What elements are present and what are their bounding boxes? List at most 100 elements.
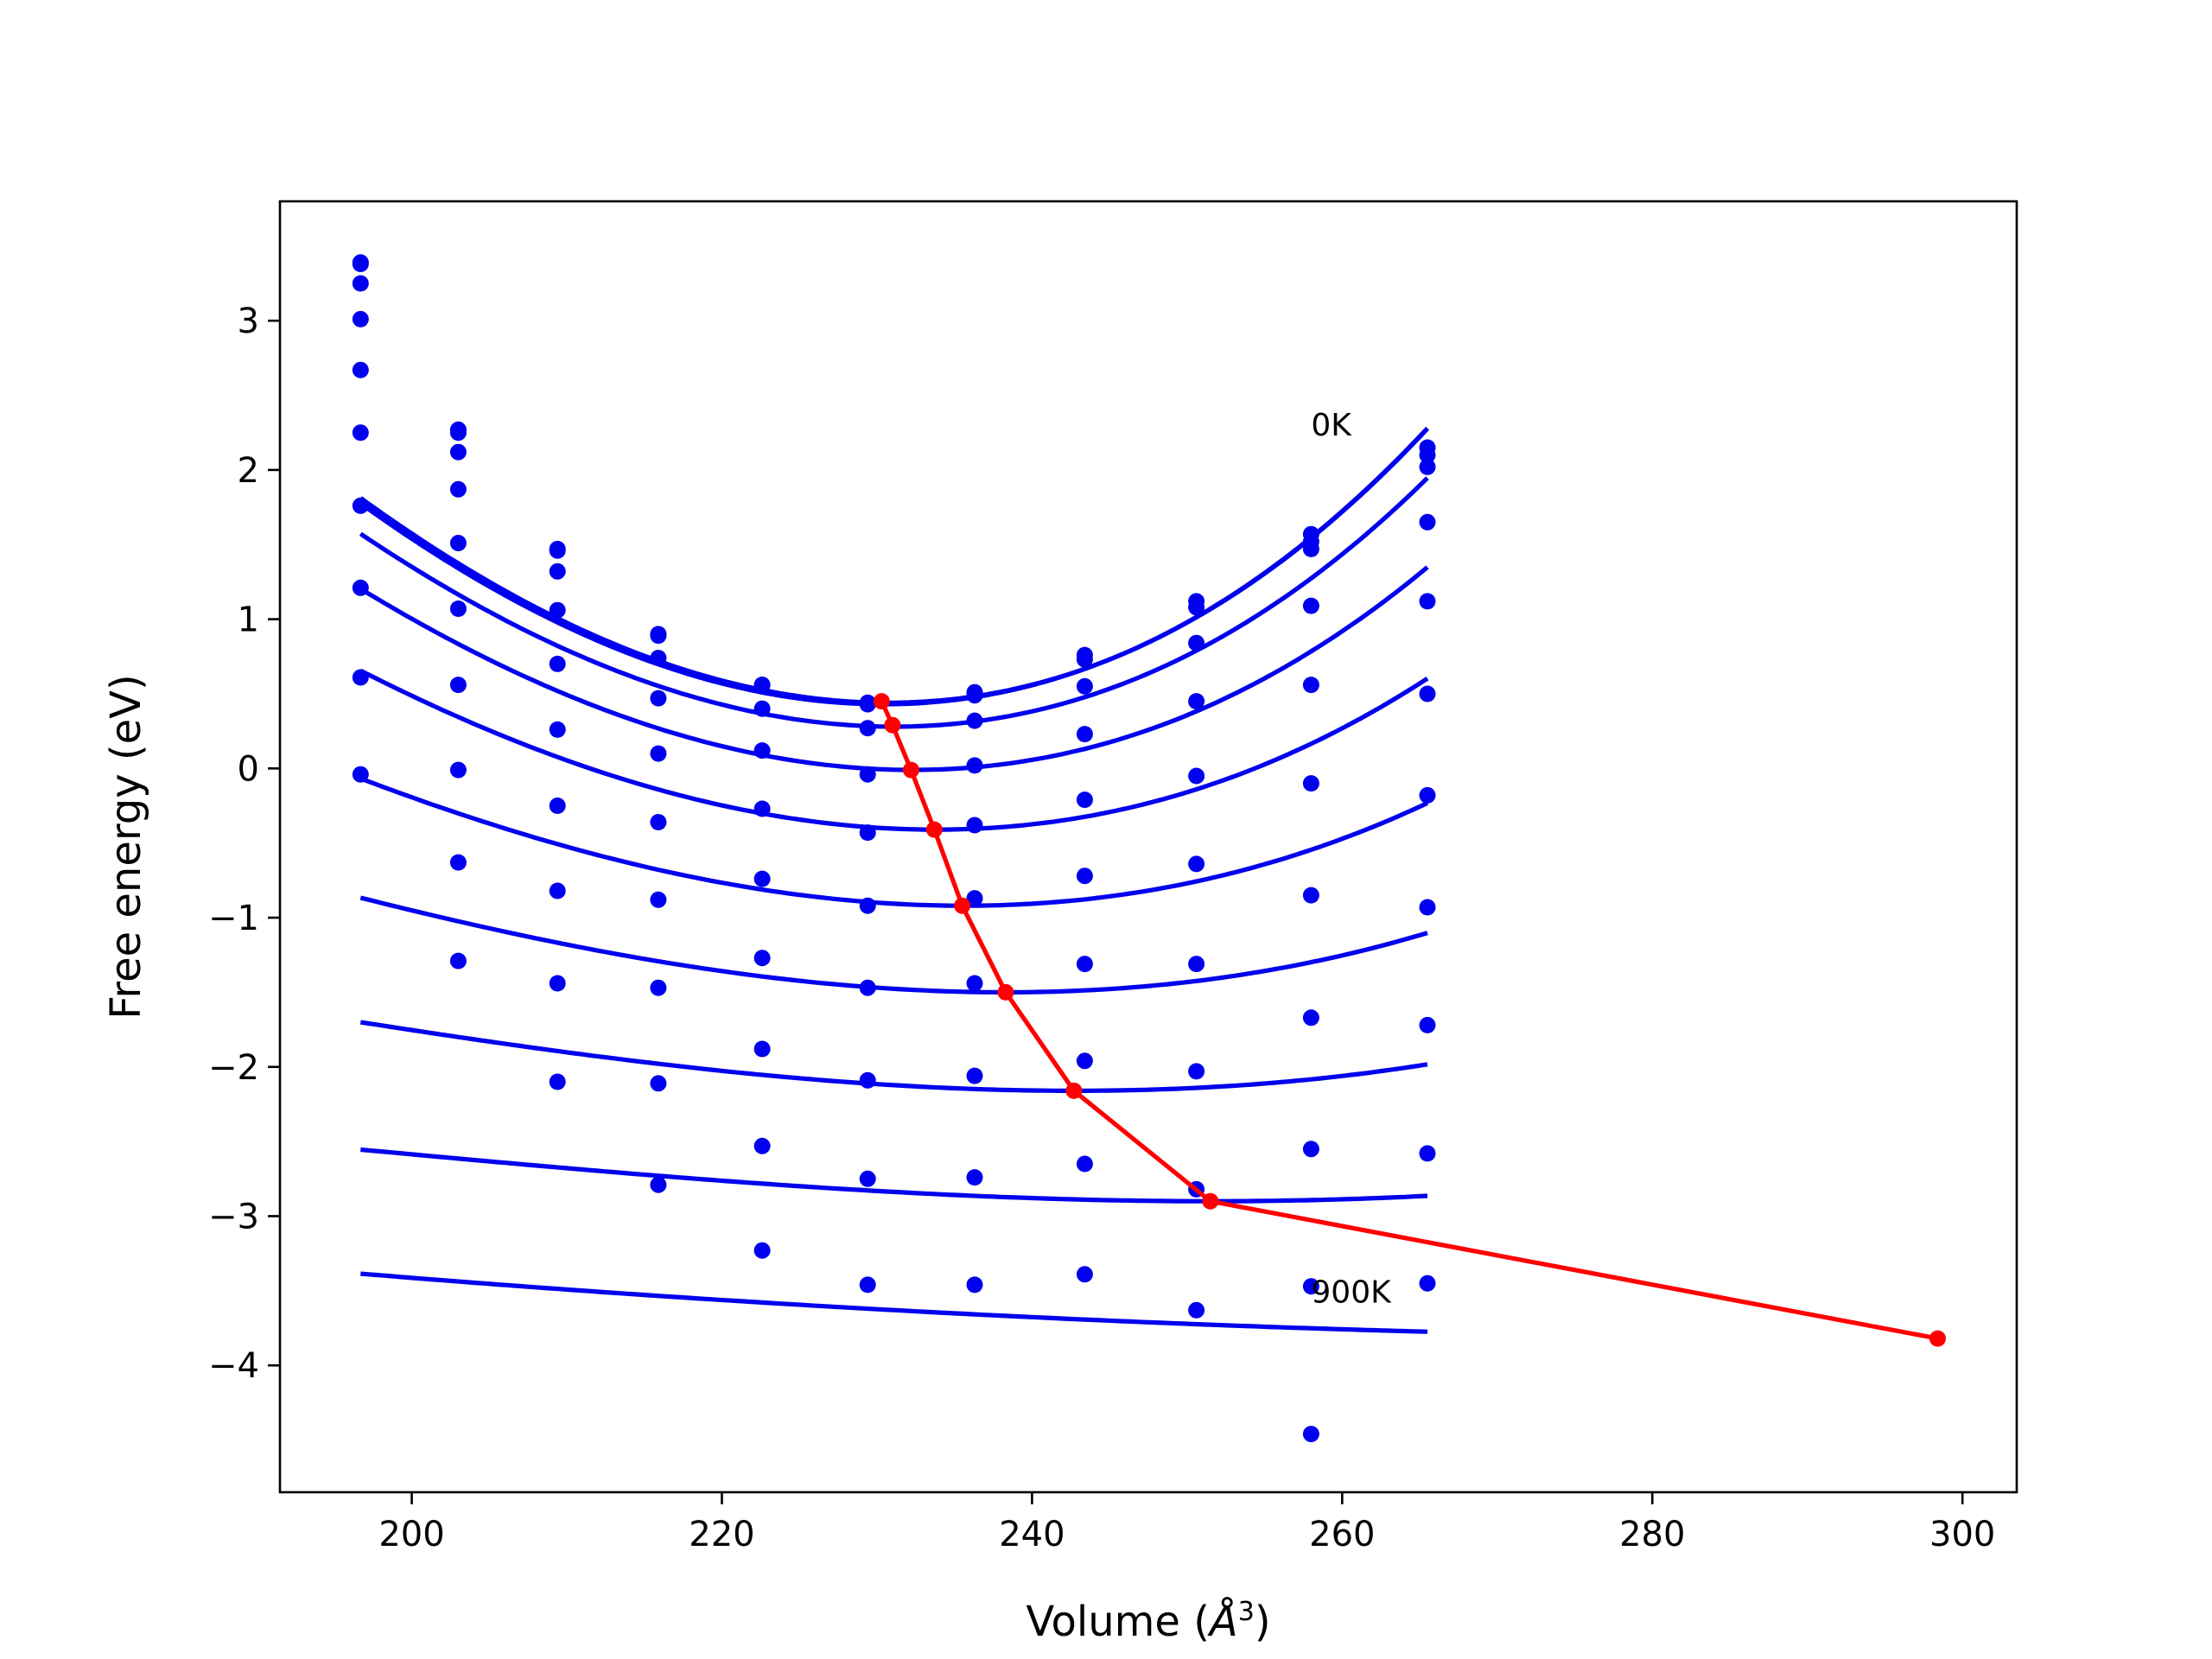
data-point-s3-4	[753, 742, 771, 760]
x-axis-label-close: )	[1255, 1598, 1271, 1646]
data-point-s5-7	[1076, 868, 1093, 885]
data-point-s7-1	[449, 761, 467, 779]
equilibrium-point-5	[997, 983, 1014, 1001]
fit-curve-5	[359, 776, 1429, 908]
data-point-s6-10	[1419, 786, 1436, 804]
y-tick-label-6: −3	[208, 1197, 259, 1236]
data-point-s9-2	[549, 1073, 566, 1090]
data-point-s5-0	[352, 424, 369, 442]
x-tick-label-3: 260	[1309, 1515, 1375, 1554]
data-point-s5-3	[650, 814, 667, 830]
data-point-s7-6	[966, 1067, 983, 1084]
data-point-s2-9	[1302, 540, 1319, 557]
data-point-s7-9	[1302, 1009, 1319, 1027]
data-point-s1-3	[650, 627, 667, 645]
data-point-s1-5	[859, 696, 876, 713]
x-tick-label-4: 280	[1619, 1515, 1685, 1554]
fit-curve-3	[359, 565, 1429, 772]
data-point-s5-2	[549, 721, 566, 738]
data-point-s3-5	[859, 766, 876, 783]
data-point-s6-2	[549, 798, 566, 814]
data-point-s6-3	[650, 891, 667, 908]
data-point-s9-6	[966, 1276, 983, 1294]
y-tick-label-1: 2	[238, 451, 259, 491]
data-point-s5-5	[859, 897, 876, 914]
data-point-s6-6	[966, 975, 983, 992]
data-point-s8-5	[859, 1170, 876, 1187]
data-point-s9-3	[650, 1176, 667, 1193]
equilibrium-point-3	[925, 821, 943, 838]
data-point-s3-9	[1302, 597, 1319, 614]
data-point-s9-5	[859, 1276, 876, 1294]
data-point-s7-5	[859, 1071, 876, 1089]
data-point-s4-1	[449, 535, 467, 551]
data-point-s2-8	[1188, 634, 1205, 652]
data-point-s1-6	[966, 687, 983, 704]
data-point-s1-8	[1188, 599, 1205, 616]
data-point-s8-2	[549, 975, 566, 992]
x-tick-label-1: 220	[689, 1515, 754, 1554]
axes-frame	[278, 200, 2018, 1494]
data-point-s1-2	[549, 542, 566, 559]
annotation-0: 0K	[1311, 408, 1352, 443]
equilibrium-point-2	[902, 761, 919, 779]
data-point-s2-5	[859, 720, 876, 737]
data-point-s2-3	[650, 650, 667, 666]
data-point-s4-3	[650, 745, 667, 762]
data-point-s7-4	[753, 1040, 771, 1058]
data-point-s4-10	[1419, 593, 1436, 610]
data-point-s7-0	[352, 579, 369, 596]
data-point-s7-10	[1419, 899, 1436, 916]
data-point-s5-1	[449, 601, 467, 617]
data-point-s2-0	[352, 275, 369, 292]
data-point-s3-8	[1188, 693, 1205, 710]
axis-ticks: 200 220 240 260 280 300 3 2 1 0 −1 −2 −3 −4	[208, 302, 1995, 1554]
data-point-s6-5	[859, 979, 876, 996]
data-point-s9-0	[352, 766, 369, 783]
fit-curve-4	[359, 668, 1429, 832]
data-point-s9-4	[753, 1242, 771, 1259]
data-point-s6-1	[449, 677, 467, 694]
data-point-s4-8	[1188, 767, 1205, 785]
data-point-s2-7	[1076, 677, 1093, 695]
data-point-s10-9	[1302, 1426, 1319, 1443]
data-point-s2-6	[966, 712, 983, 729]
y-tick-label-3: 0	[238, 749, 259, 789]
data-point-s4-4	[753, 800, 771, 817]
data-point-s9-1	[449, 952, 467, 969]
data-point-s6-8	[1188, 956, 1205, 973]
equilibrium-point-7	[1202, 1192, 1219, 1210]
y-tick-label-7: −4	[208, 1346, 259, 1386]
fit-curves	[359, 426, 1429, 1334]
data-point-s7-3	[650, 979, 667, 996]
data-point-s8-1	[449, 854, 467, 871]
data-point-s8-0	[352, 669, 369, 686]
data-point-s4-6	[966, 817, 983, 834]
data-point-s8-3	[650, 1075, 667, 1092]
y-tick-label-2: 1	[238, 601, 259, 640]
data-point-s5-6	[966, 890, 983, 907]
data-point-s9-8	[1188, 1301, 1205, 1319]
data-point-s8-9	[1302, 1141, 1319, 1158]
annotation-1: 900K	[1311, 1275, 1392, 1311]
data-point-s2-1	[449, 443, 467, 461]
data-point-s8-10	[1419, 1016, 1436, 1033]
x-tick-label-2: 240	[999, 1515, 1065, 1554]
data-point-s6-7	[1076, 956, 1093, 973]
data-point-s4-5	[859, 824, 876, 842]
y-tick-label-0: 3	[238, 302, 259, 341]
data-point-s6-4	[753, 950, 771, 967]
data-point-s8-6	[966, 1169, 983, 1186]
equilibrium-line	[873, 693, 1946, 1347]
data-point-s4-9	[1302, 677, 1319, 694]
x-tick-label-5: 300	[1929, 1515, 1995, 1554]
data-point-s7-7	[1076, 1052, 1093, 1070]
data-point-s9-9	[1302, 1278, 1319, 1295]
data-point-s5-4	[753, 870, 771, 887]
equilibrium-point-4	[954, 897, 971, 914]
data-point-s2-10	[1419, 458, 1436, 475]
data-point-s4-0	[352, 361, 369, 378]
data-point-s6-9	[1302, 887, 1319, 904]
